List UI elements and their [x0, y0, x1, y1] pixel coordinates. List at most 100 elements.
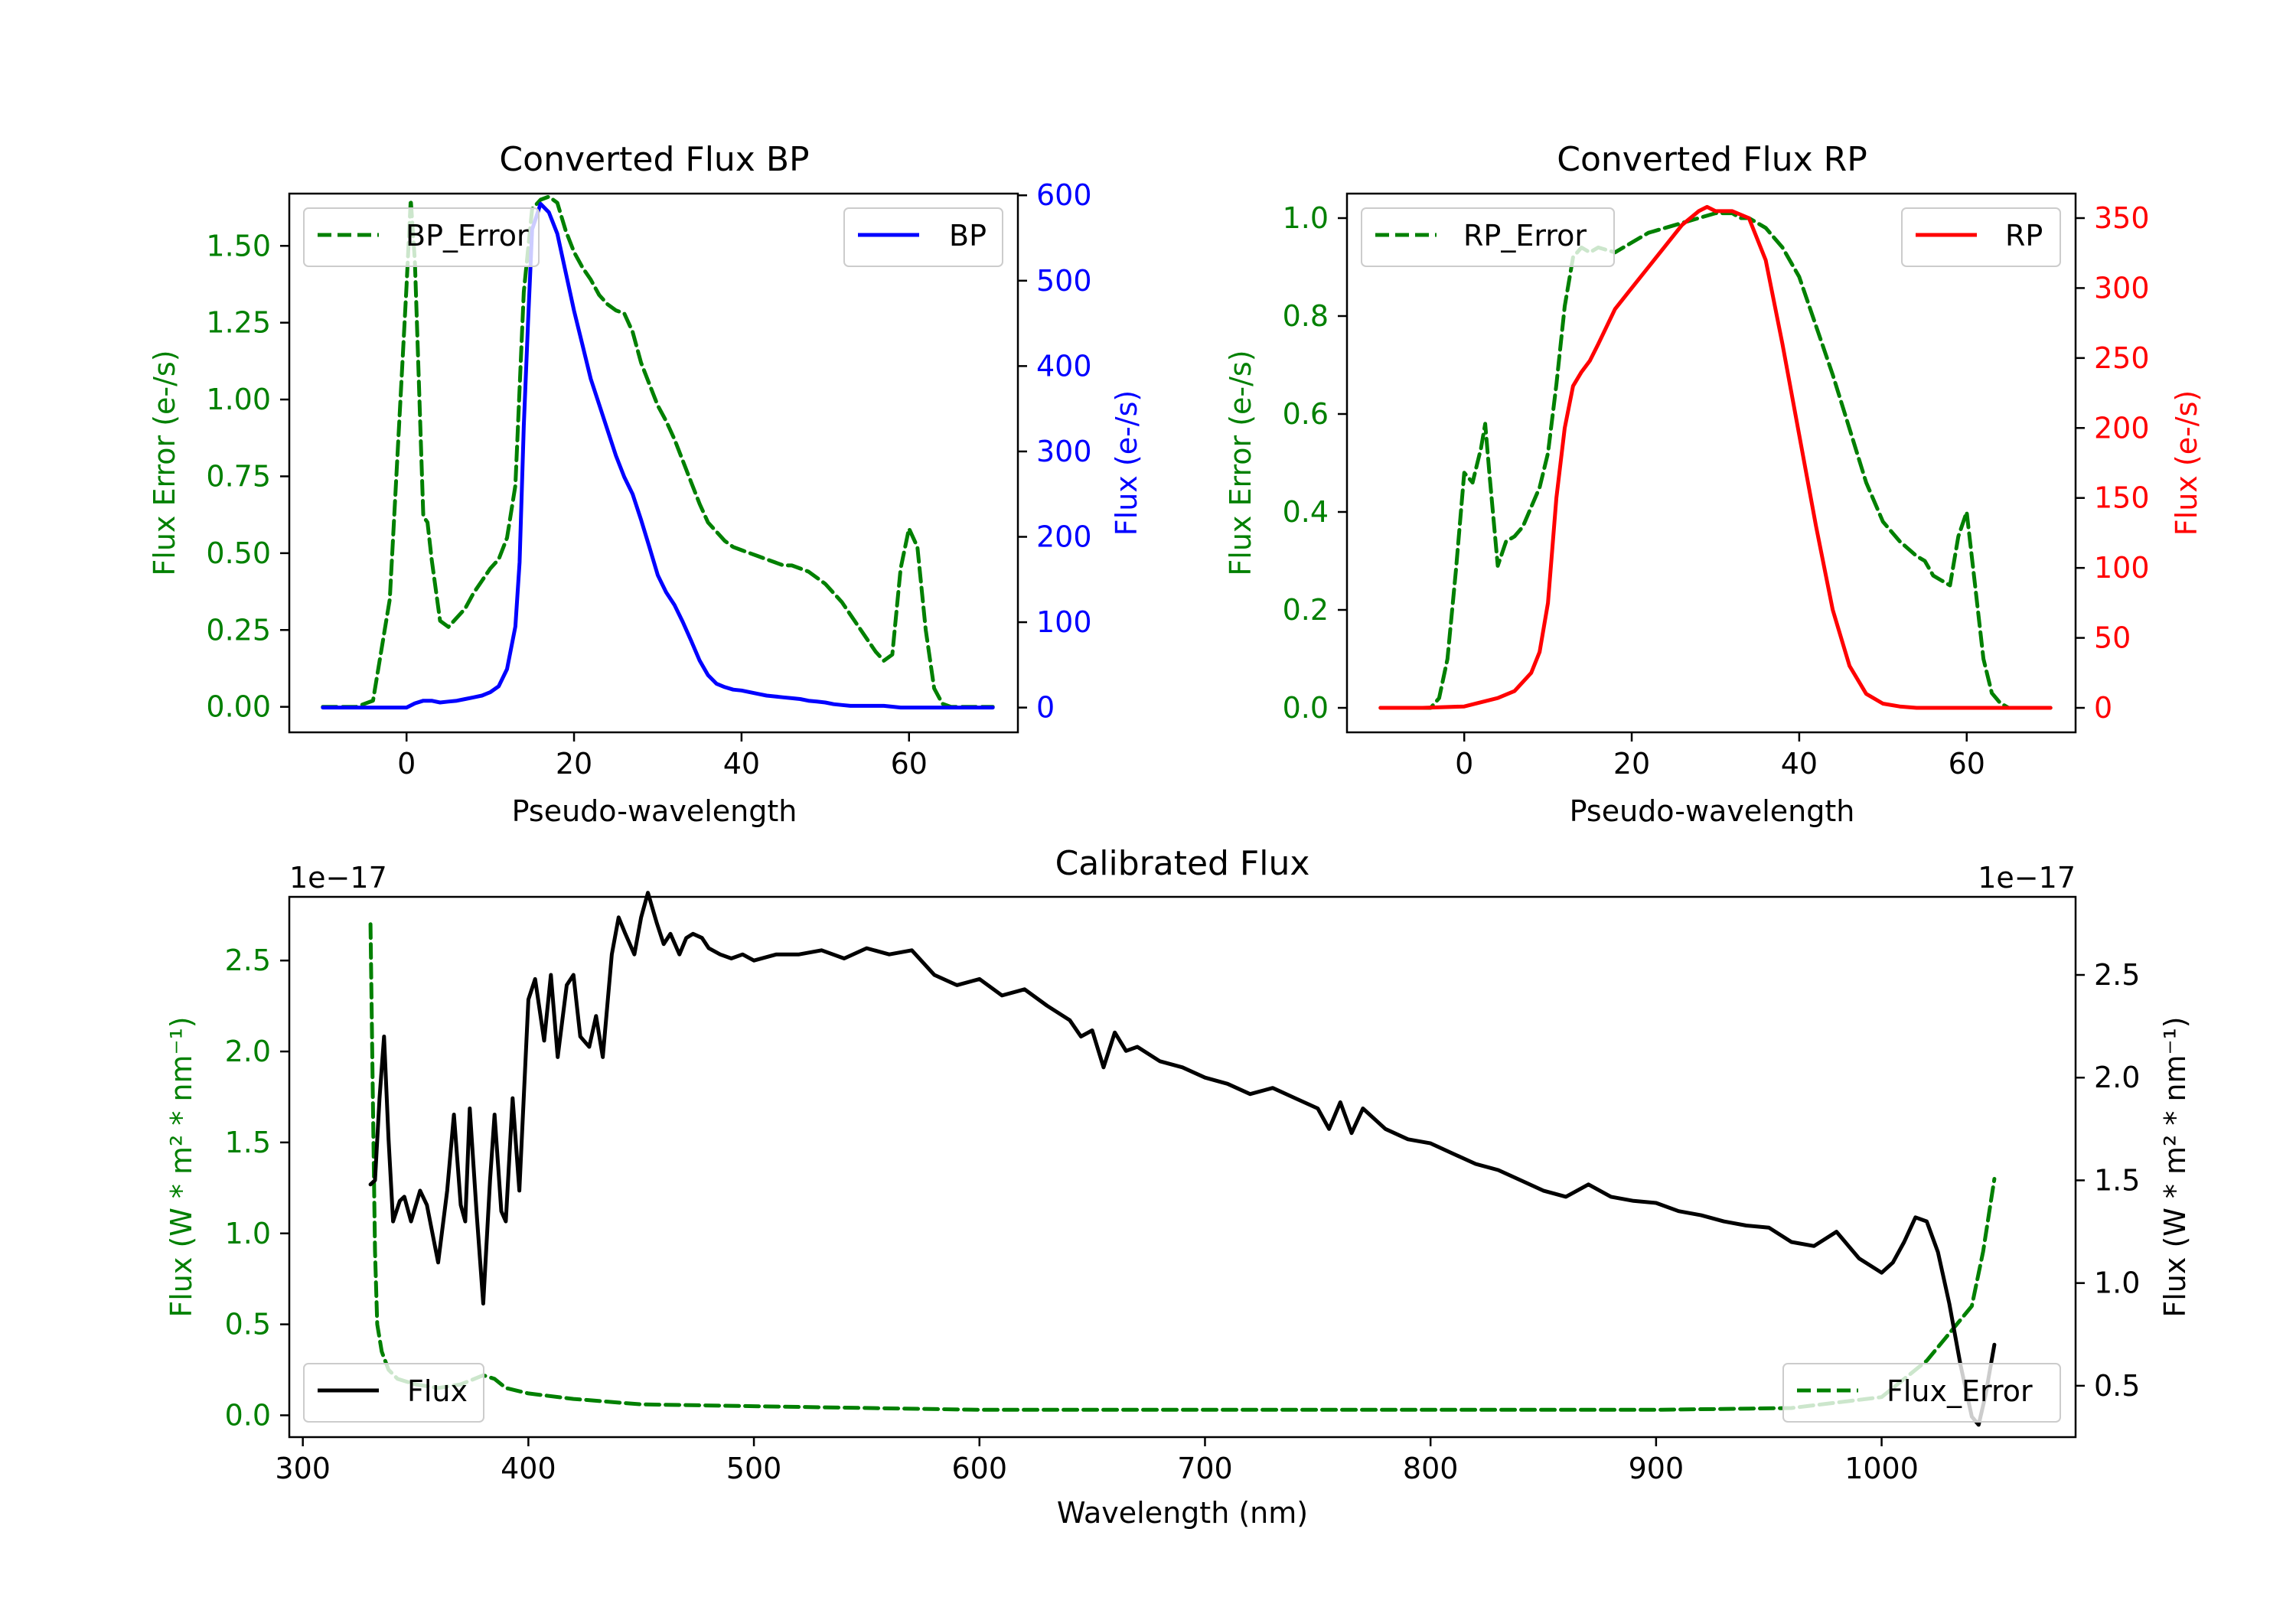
bp-legend: BP	[843, 207, 1003, 267]
calibrated-flux-legend: Flux	[303, 1363, 484, 1423]
bp-left-tick-label: 0.75	[206, 459, 271, 493]
calibrated-x-tick-label: 900	[1629, 1452, 1684, 1485]
rp-x-label: Pseudo-wavelength	[1570, 794, 1855, 828]
rp-panel: Converted Flux RP 0 20 40 60 0.00.20.40.60.…	[1224, 140, 2203, 828]
bp-left-tick-label: 1.25	[206, 306, 271, 340]
calibrated-x-tick-label: 800	[1403, 1452, 1459, 1485]
calibrated-left-scale: 1e−17	[289, 861, 387, 895]
calibrated-panel: Calibrated Flux 1e−17 1e−17 300 400 500 600…	[165, 844, 2192, 1530]
calibrated-right-y-label: Flux (W * m² * nm⁻¹)	[2158, 1016, 2192, 1317]
calibrated-left-tick-label: 1.5	[225, 1126, 271, 1159]
bp-right-tick-label: 500	[1036, 264, 1092, 298]
rp-right-tick-label: 200	[2094, 411, 2150, 445]
rp-right-ticks: 0 50 100 150 200 250 300 350	[2076, 201, 2150, 725]
rp-x-tick-label: 20	[1613, 747, 1650, 781]
bp-series-bp-error	[321, 194, 995, 709]
calibrated-left-tick-label: 1.0	[225, 1217, 271, 1250]
bp-x-tick-label: 60	[891, 747, 928, 781]
calibrated-error-legend: Flux_Error	[1782, 1363, 2061, 1423]
calibrated-left-ticks: 0.0 0.5 1.0 1.5 2.0 2.5	[225, 944, 289, 1432]
rp-title: Converted Flux RP	[1557, 140, 1867, 179]
calibrated-x-tick-label: 500	[726, 1452, 782, 1485]
calibrated-flux-legend-label: Flux	[407, 1374, 468, 1408]
calibrated-right-tick-label: 1.0	[2094, 1266, 2140, 1300]
rp-left-tick-label: 0.6	[1283, 397, 1329, 431]
bp-series-bp	[321, 201, 995, 710]
rp-legend-label: RP	[2005, 219, 2043, 253]
bp-left-y-label: Flux Error (e-/s)	[148, 350, 181, 575]
bp-left-tick-label: 0.25	[206, 613, 271, 647]
rp-left-tick-label: 0.0	[1283, 691, 1329, 725]
calibrated-x-tick-label: 600	[952, 1452, 1008, 1485]
calibrated-series-flux	[368, 891, 1997, 1427]
bp-left-tick-label: 1.50	[206, 229, 271, 262]
calibrated-x-ticks: 300 400 500 600 700 800 900 1000	[275, 1437, 1919, 1485]
calibrated-right-tick-label: 1.5	[2094, 1163, 2140, 1197]
calibrated-x-label: Wavelength (nm)	[1057, 1496, 1308, 1530]
bp-legend-label: BP	[949, 219, 987, 253]
bp-x-label: Pseudo-wavelength	[512, 794, 797, 828]
rp-x-tick-label: 40	[1781, 747, 1818, 781]
bp-left-tick-label: 1.00	[206, 383, 271, 416]
calibrated-series-flux-error	[368, 922, 1997, 1412]
rp-x-tick-label: 60	[1949, 747, 1985, 781]
rp-left-tick-label: 0.8	[1283, 299, 1329, 333]
calibrated-left-tick-label: 2.5	[225, 944, 271, 977]
bp-right-tick-label: 0	[1036, 691, 1055, 725]
bp-right-tick-label: 100	[1036, 605, 1092, 639]
rp-x-tick-label: 0	[1455, 747, 1473, 781]
bp-x-ticks: 0 20 40 60	[397, 732, 928, 781]
calibrated-x-tick-label: 300	[275, 1452, 331, 1485]
rp-right-tick-label: 350	[2094, 201, 2150, 235]
rp-left-ticks: 0.0 0.2 0.4 0.6 0.8 1.0	[1283, 201, 1347, 725]
bp-x-tick-label: 40	[723, 747, 760, 781]
bp-plot-frame	[288, 192, 1019, 734]
calibrated-left-tick-label: 0.0	[225, 1398, 271, 1432]
bp-title: Converted Flux BP	[499, 140, 809, 179]
calibrated-x-tick-label: 700	[1177, 1452, 1233, 1485]
calibrated-right-tick-label: 0.5	[2094, 1369, 2140, 1403]
bp-left-tick-label: 0.50	[206, 536, 271, 570]
rp-left-tick-label: 0.2	[1283, 593, 1329, 627]
rp-error-legend: RP_Error	[1361, 207, 1615, 267]
calibrated-plot-frame	[288, 895, 2077, 1439]
bp-right-tick-label: 200	[1036, 520, 1092, 554]
rp-series-rp-error	[1378, 211, 2053, 710]
bp-x-tick-label: 0	[397, 747, 416, 781]
rp-left-y-label: Flux Error (e-/s)	[1224, 350, 1257, 575]
bp-right-ticks: 0 100 200 300 400 500 600	[1018, 178, 1092, 725]
rp-right-tick-label: 100	[2094, 551, 2150, 585]
bp-right-tick-label: 300	[1036, 435, 1092, 468]
rp-x-ticks: 0 20 40 60	[1455, 732, 1985, 781]
rp-left-tick-label: 1.0	[1283, 201, 1329, 235]
bp-error-legend: BP_Error	[303, 207, 540, 267]
bp-left-ticks: 0.00 0.25 0.50 0.75 1.00 1.25 1.50	[206, 229, 289, 724]
rp-right-tick-label: 150	[2094, 481, 2150, 515]
rp-series-rp	[1378, 204, 2053, 710]
rp-right-tick-label: 50	[2094, 621, 2131, 655]
calibrated-right-scale: 1e−17	[1978, 861, 2076, 895]
bp-left-tick-label: 0.00	[206, 690, 271, 724]
rp-plot-frame	[1345, 192, 2077, 734]
rp-error-legend-label: RP_Error	[1463, 219, 1587, 253]
rp-series-layer	[1378, 204, 2053, 710]
calibrated-right-tick-label: 2.0	[2094, 1061, 2140, 1094]
rp-left-tick-label: 0.4	[1283, 495, 1329, 529]
rp-legend: RP	[1901, 207, 2061, 267]
calibrated-error-legend-label: Flux_Error	[1887, 1374, 2033, 1408]
rp-right-tick-label: 0	[2094, 691, 2112, 725]
bp-series-layer	[321, 194, 995, 710]
bp-right-y-label: Flux (e-/s)	[1110, 390, 1143, 536]
bp-right-tick-label: 400	[1036, 349, 1092, 383]
rp-right-tick-label: 300	[2094, 271, 2150, 305]
rp-right-y-label: Flux (e-/s)	[2170, 390, 2203, 536]
calibrated-left-tick-label: 2.0	[225, 1035, 271, 1068]
calibrated-right-tick-label: 2.5	[2094, 958, 2140, 992]
rp-right-tick-label: 250	[2094, 341, 2150, 375]
calibrated-title: Calibrated Flux	[1055, 844, 1310, 883]
calibrated-x-tick-label: 400	[501, 1452, 556, 1485]
bp-right-tick-label: 600	[1036, 178, 1092, 212]
bp-x-tick-label: 20	[556, 747, 592, 781]
calibrated-x-tick-label: 1000	[1844, 1452, 1919, 1485]
